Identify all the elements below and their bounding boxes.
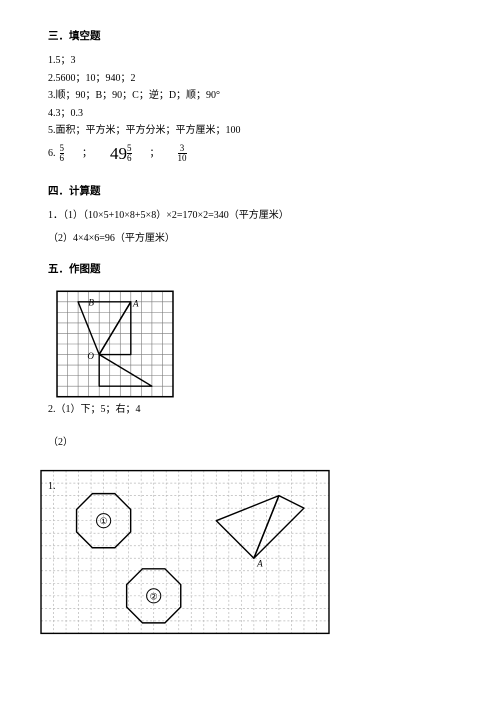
fill-line-6: 6. 5 6 ； 49 5 6 ； 3 10 [48, 141, 452, 167]
semi-2: ； [150, 146, 160, 162]
section-draw-heading: 五．作图题 [48, 261, 452, 276]
item6-label: 6. [48, 146, 56, 162]
svg-text:A: A [132, 298, 139, 308]
section-calc-heading: 四．计算题 [48, 183, 452, 198]
draw-line-2: 2.（1）下；5；右；4 [48, 402, 452, 418]
fill-line-4: 4.3；0.3 [48, 106, 452, 122]
fraction-1: 5 6 [60, 144, 65, 164]
fill-line-3: 3.顺；90；B；90；C；逆；D；顺；90° [48, 88, 452, 104]
svg-text:B: B [88, 297, 94, 307]
fraction-2: 5 6 [127, 144, 132, 164]
fill-line-1: 1.5；3 [48, 53, 452, 69]
big-49: 49 [110, 141, 127, 167]
fill-line-2: 2.5600；10；940；2 [48, 71, 452, 87]
draw-line-3: （2） [48, 435, 452, 451]
calc-line-2: （2）4×4×6=96（平方厘米） [48, 231, 452, 247]
svg-text:A: A [256, 558, 263, 568]
svg-text:O: O [87, 351, 94, 361]
figure-2: ① ② A [40, 469, 330, 635]
calc-line-1: 1．（1）（10×5+10×8+5×8）×2=170×2=340（平方厘米） [48, 208, 452, 224]
fraction-3: 3 10 [178, 144, 187, 164]
figure-1: B A O [56, 290, 174, 398]
fill-line-5: 5.面积；平方米；平方分米；平方厘米；100 [48, 123, 452, 139]
draw-1-label: 1. [48, 481, 56, 492]
svg-text:②: ② [150, 591, 158, 601]
section-fill-heading: 三．填空题 [48, 28, 452, 43]
svg-text:①: ① [100, 516, 108, 526]
semi-1: ； [82, 146, 92, 162]
